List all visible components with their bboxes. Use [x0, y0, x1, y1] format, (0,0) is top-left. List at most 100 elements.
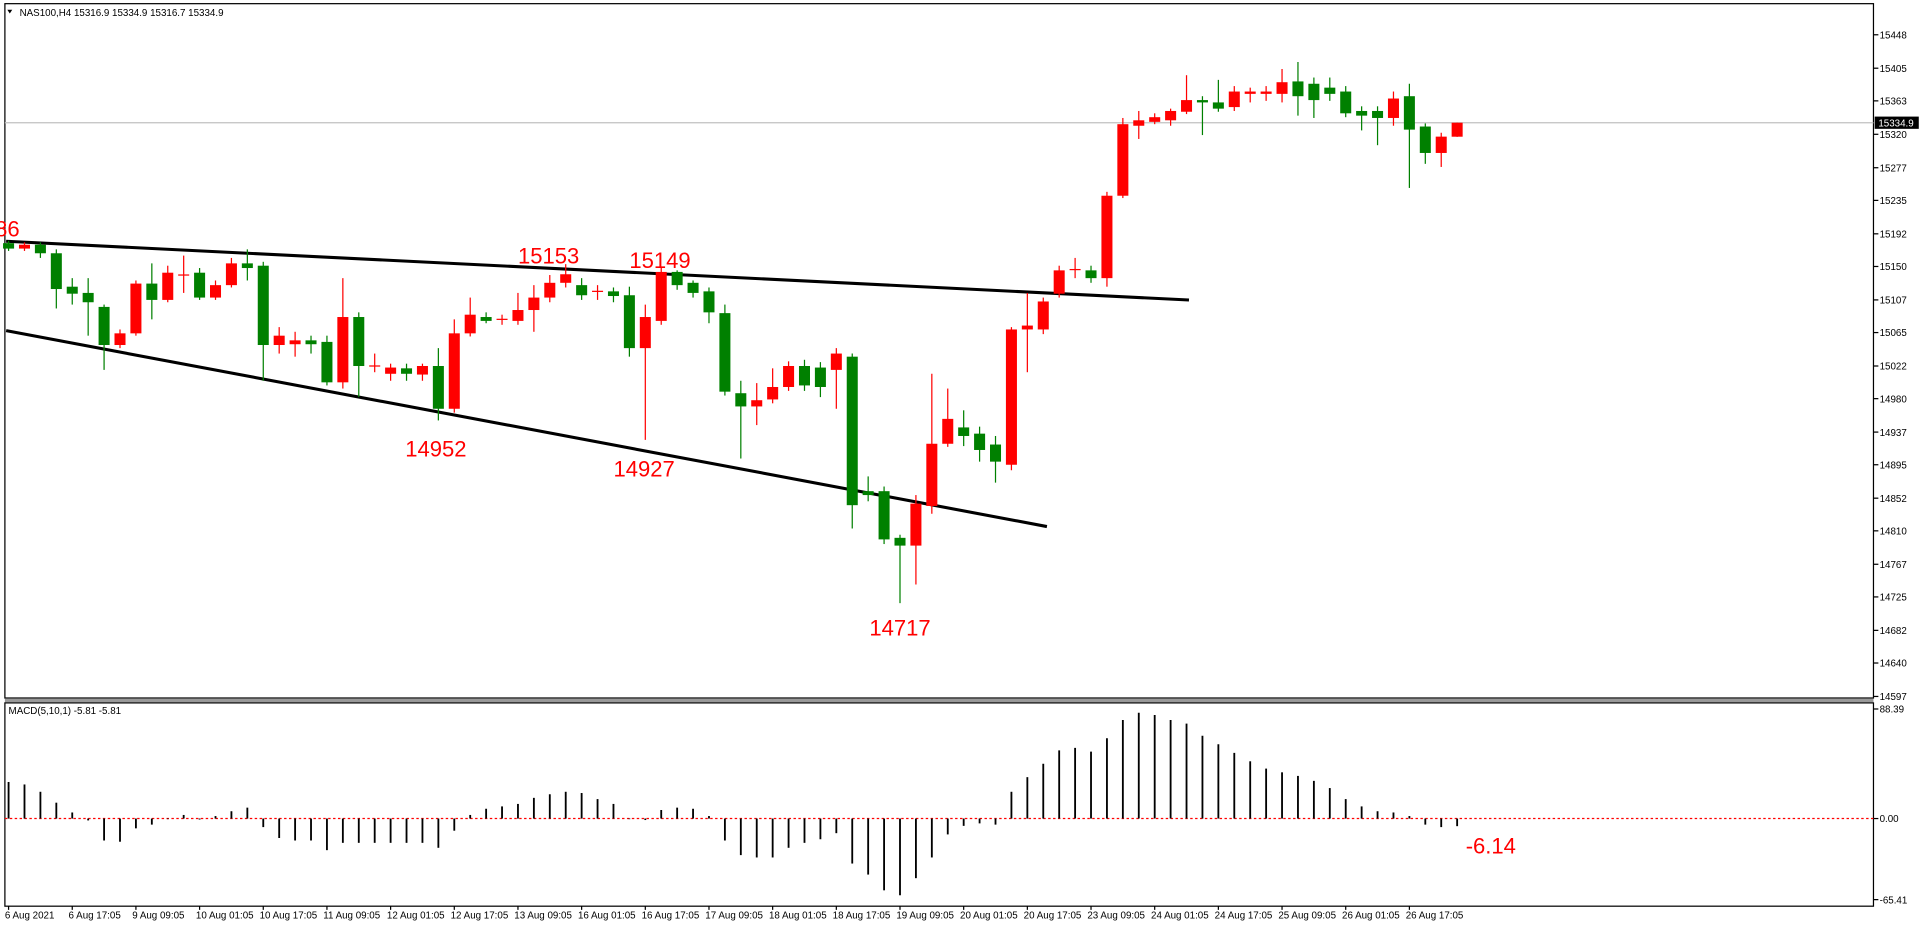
y-tick-label: 15405 [1880, 64, 1908, 75]
candle-body [894, 537, 906, 546]
annotation: -6.14 [1466, 834, 1516, 859]
y-tick-label: 15107 [1880, 296, 1907, 307]
candle-body [3, 243, 15, 249]
candle-body [1419, 126, 1431, 153]
y-tick-label: 14937 [1880, 428, 1907, 439]
candle-body [416, 366, 428, 375]
x-tick-label: 17 Aug 09:05 [705, 910, 763, 921]
y-tick-label: 0.00 [1880, 814, 1900, 825]
candle-body [1308, 83, 1320, 101]
candle-body [703, 291, 715, 313]
candle-body [1037, 301, 1049, 330]
candle-body [1435, 136, 1447, 153]
candle-body [480, 317, 492, 321]
candle-body [1356, 110, 1368, 116]
candle-body [385, 367, 397, 374]
candle-body [353, 317, 365, 367]
x-tick-label: 12 Aug 17:05 [451, 910, 509, 921]
candle-body [655, 271, 667, 321]
y-tick-label: 14895 [1880, 460, 1908, 471]
candle-body [1276, 82, 1288, 94]
candle-body [671, 271, 683, 286]
candle-body [321, 341, 333, 383]
x-tick-label: 16 Aug 17:05 [642, 910, 700, 921]
candle-body [1372, 110, 1384, 118]
y-tick-label: 14767 [1880, 560, 1907, 571]
y-tick-label: 14640 [1880, 659, 1908, 670]
y-tick-label: 14725 [1880, 593, 1908, 604]
candle-body [1340, 91, 1352, 114]
candle-body [448, 333, 460, 409]
candle-body [623, 295, 635, 349]
y-tick-label: 14810 [1880, 527, 1908, 538]
x-tick-label: 18 Aug 17:05 [833, 910, 891, 921]
x-tick-label: 24 Aug 17:05 [1215, 910, 1273, 921]
candle-body [1451, 122, 1463, 137]
candle-body [942, 418, 954, 444]
annotation: 86 [0, 216, 20, 241]
candle-body [767, 386, 779, 400]
candle-body [1292, 81, 1304, 97]
candle-body [592, 290, 604, 292]
candle-body [814, 367, 826, 387]
x-tick-label: 10 Aug 01:05 [196, 910, 254, 921]
macd-panel [4, 702, 1875, 907]
candle-body [846, 356, 858, 506]
candle-body [1005, 329, 1017, 465]
candle-body [1212, 102, 1224, 109]
candle-body [34, 244, 46, 254]
candle-body [1196, 100, 1208, 103]
candle-body [735, 393, 747, 407]
x-tick-label: 13 Aug 09:05 [514, 910, 572, 921]
x-tick-label: 20 Aug 01:05 [960, 910, 1018, 921]
candle-body [926, 443, 938, 506]
x-tick-label: 12 Aug 01:05 [387, 910, 445, 921]
x-tick-label: 26 Aug 01:05 [1342, 910, 1400, 921]
candle-body [50, 253, 62, 290]
candle-body [114, 333, 126, 346]
y-tick-label: 14682 [1880, 626, 1907, 637]
candle-body [1165, 110, 1177, 121]
trendline [6, 239, 1190, 302]
candle-body [210, 285, 222, 298]
candle-body [1324, 87, 1336, 94]
candle-body [178, 274, 190, 276]
y-tick-label: -65.41 [1880, 895, 1908, 906]
candle-body [464, 314, 476, 334]
candle-body [337, 317, 349, 383]
candle-body [687, 282, 699, 293]
candle-body [1228, 91, 1240, 108]
candle-body [401, 368, 413, 374]
x-tick-label: 10 Aug 17:05 [260, 910, 318, 921]
candle-body [130, 283, 142, 334]
candle-body [1181, 100, 1193, 112]
y-tick-label: 14597 [1880, 692, 1907, 703]
chart-title: NAS100,H4 15316.9 15334.9 15316.7 15334.… [20, 8, 224, 19]
y-tick-label: 15320 [1880, 130, 1908, 141]
candle-body [66, 286, 78, 294]
candle-body [225, 263, 237, 286]
x-tick-label: 6 Aug 2021 [5, 910, 54, 921]
x-tick-label: 23 Aug 09:05 [1087, 910, 1145, 921]
y-tick-label: 14980 [1880, 394, 1908, 405]
candle-body [98, 306, 110, 346]
candle-body [1069, 268, 1081, 271]
candle-body [528, 297, 540, 311]
candle-body [560, 274, 572, 283]
candle-body [878, 491, 890, 540]
x-tick-label: 16 Aug 01:05 [578, 910, 636, 921]
candle-body [830, 353, 842, 370]
candle-body [1149, 117, 1161, 122]
candle-body [1053, 270, 1065, 294]
current-price-label: 15334.9 [1878, 118, 1913, 129]
x-tick-label: 25 Aug 09:05 [1278, 910, 1336, 921]
annotation: 14717 [869, 616, 930, 641]
candle-body [1085, 270, 1097, 279]
candle-body [1021, 325, 1033, 330]
candle-body [1403, 96, 1415, 130]
candle-body [273, 335, 285, 346]
candle-body [751, 400, 763, 407]
candle-body [512, 310, 524, 321]
